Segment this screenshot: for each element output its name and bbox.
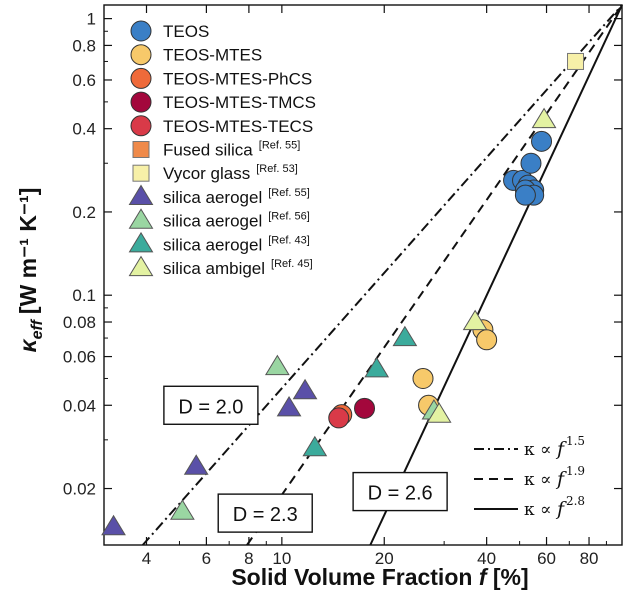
data-point [462,309,488,331]
legend-label: TEOS-MTES-TMCS [163,93,316,112]
legend-marker [128,184,154,205]
annotation-label: D = 2.0 [178,396,243,418]
data-point [567,52,585,70]
legend-marker [132,164,150,182]
data-point [264,354,290,376]
legend-marker [128,231,154,253]
data-point [101,514,126,536]
y-tick-label: 0.1 [72,286,96,305]
legend-label: Fused silica [Ref. 55] [163,140,300,160]
legend-marker [128,208,154,229]
axis-ticks: 4 6 8 10 20 40 60 80 0.02 0.04 0.06 0.08 0.1 0.2 0.4 0.… [63,5,622,568]
y-tick-label: 0.06 [63,348,96,367]
y-tick-label: 0.4 [72,120,96,139]
legend-marker [130,44,152,66]
data-points [101,52,585,536]
legend-marker [132,141,150,158]
legend-marker [130,115,152,137]
fit-legend-label: κ ∝ f 1.9 [524,464,585,490]
legend-marker [130,91,152,113]
fit-legend-label: κ ∝ f 1.5 [524,434,585,460]
y-tick-label: 0.2 [72,203,96,222]
x-tick-label: 6 [202,549,211,568]
legend-label: TEOS [163,22,209,41]
legend-label: TEOS-MTES-PhCS [163,69,312,88]
legend-marker [130,20,152,42]
legend-label: silica aerogel [Ref. 43] [163,234,310,254]
data-point [476,329,498,351]
data-point [426,402,452,423]
legend-label: silica aerogel [Ref. 56] [163,211,310,231]
fit-line-dashdot [142,4,623,546]
annotation-box [217,493,313,533]
y-tick-label: 0.8 [72,36,96,55]
y-tick-label: 0.08 [63,313,96,332]
y-tick-label: 0.04 [63,396,96,415]
legend-marker [128,255,154,277]
fit-legend: κ ∝ f 1.5 κ ∝ f 1.9 κ ∝ f 2.8 [474,434,585,520]
legend-label: TEOS-MTES-TECS [163,117,313,136]
x-axis-title: Solid Volume Fraction f [%] [231,564,528,590]
annotation-box [352,471,448,512]
legend-label: Vycor glass [Ref. 53] [163,163,298,183]
data-point [354,397,376,419]
annotation-box [163,385,259,425]
legend-label: TEOS-MTES [163,46,262,65]
data-point [169,499,195,520]
y-tick-label: 0.6 [72,71,96,90]
legend-label: silica ambigel [Ref. 45] [163,258,313,278]
fit-line-solid [369,4,623,546]
x-tick-label: 20 [375,549,394,568]
data-point [531,107,557,129]
fit-legend-label: κ ∝ f 2.8 [524,494,585,520]
data-point [412,367,434,389]
x-tick-label: 60 [537,549,556,568]
annotation-label: D = 2.3 [233,504,298,526]
data-point [302,435,328,457]
data-point [183,454,209,475]
x-tick-label: 40 [477,549,496,568]
dimension-annotations: D = 2.0 D = 2.3 D = 2.6 [163,385,448,533]
data-point [514,184,536,206]
data-point [531,130,553,152]
plot-frame [103,4,623,546]
data-point [292,378,318,400]
plot-border [103,4,623,546]
x-tick-label: 8 [244,549,253,568]
y-tick-label: 1 [87,10,96,29]
legend: TEOS TEOS-MTES TEOS-MTES-PhCS TEOS-MTES-TMC… [128,20,316,278]
y-axis-title: κeff[W m⁻¹ K⁻¹] [15,188,46,353]
x-tick-label: 4 [142,549,151,568]
data-point [364,356,390,378]
data-point [328,407,350,429]
annotation-label: D = 2.6 [368,483,433,505]
x-tick-label: 10 [272,549,291,568]
data-point [392,325,418,347]
x-tick-label: 80 [580,549,599,568]
legend-label: silica aerogel [Ref. 55] [163,187,310,207]
data-point [520,152,542,174]
legend-marker [130,67,152,89]
y-tick-label: 0.02 [63,480,96,499]
data-point [276,395,302,417]
